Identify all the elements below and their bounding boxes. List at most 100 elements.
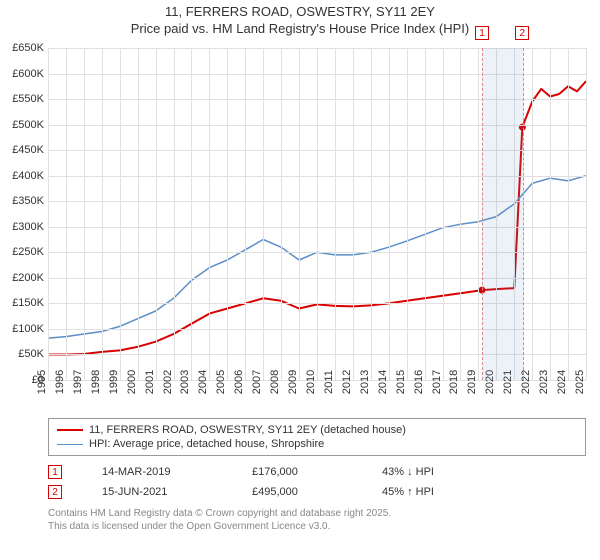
x-axis-label: 2003 — [179, 370, 191, 394]
x-axis-label: 2010 — [305, 370, 317, 394]
x-axis-label: 2000 — [125, 370, 137, 394]
x-axis-label: 2005 — [215, 370, 227, 394]
x-axis-label: 2019 — [466, 370, 478, 394]
x-axis-label: 2002 — [161, 370, 173, 394]
sale-price: £176,000 — [252, 466, 342, 478]
x-axis-label: 2001 — [143, 370, 155, 394]
x-axis-label: 2004 — [197, 370, 209, 394]
x-axis-label: 2024 — [556, 370, 568, 394]
legend: 11, FERRERS ROAD, OSWESTRY, SY11 2EY (de… — [48, 418, 586, 456]
x-axis-label: 2018 — [448, 370, 460, 394]
x-axis-label: 2013 — [359, 370, 371, 394]
x-axis-label: 2023 — [538, 370, 550, 394]
sales-table: 1 14-MAR-2019 £176,000 43% ↓ HPI 2 15-JUN-202… — [48, 462, 434, 502]
sale-row-marker: 1 — [48, 465, 62, 479]
legend-swatch — [57, 444, 83, 445]
sale-row: 1 14-MAR-2019 £176,000 43% ↓ HPI — [48, 462, 434, 482]
footer-line-2: This data is licensed under the Open Gov… — [48, 521, 330, 532]
sale-row: 2 15-JUN-2021 £495,000 45% ↑ HPI — [48, 482, 434, 502]
grid-line-x — [353, 48, 354, 380]
grid-line-x — [460, 48, 461, 380]
grid-line-x — [281, 48, 282, 380]
legend-label: HPI: Average price, detached house, Shro… — [89, 438, 324, 450]
x-axis-label: 2007 — [251, 370, 263, 394]
sale-row-marker: 2 — [48, 485, 62, 499]
x-axis-label: 2006 — [233, 370, 245, 394]
grid-line-x — [84, 48, 85, 380]
y-axis-label: £600K — [12, 68, 44, 80]
grid-line-x — [227, 48, 228, 380]
title-line-1: 11, FERRERS ROAD, OSWESTRY, SY11 2EY — [165, 4, 435, 19]
y-axis-label: £400K — [12, 170, 44, 182]
x-axis-label: 1997 — [72, 370, 84, 394]
x-axis-label: 2012 — [341, 370, 353, 394]
x-axis-label: 2015 — [394, 370, 406, 394]
grid-line-x — [568, 48, 569, 380]
sale-date: 15-JUN-2021 — [102, 486, 212, 498]
legend-item: 11, FERRERS ROAD, OSWESTRY, SY11 2EY (de… — [57, 423, 577, 437]
x-axis-label: 2011 — [323, 370, 335, 394]
grid-line-x — [102, 48, 103, 380]
sale-delta: 43% ↓ HPI — [382, 466, 434, 478]
sale-date: 14-MAR-2019 — [102, 466, 212, 478]
sale-marker-box: 1 — [475, 26, 489, 40]
x-axis-label: 2014 — [376, 370, 388, 394]
grid-line-x — [156, 48, 157, 380]
y-axis-label: £100K — [12, 323, 44, 335]
y-axis-label: £450K — [12, 144, 44, 156]
y-axis-label: £350K — [12, 195, 44, 207]
y-axis-label: £150K — [12, 297, 44, 309]
grid-line-x — [389, 48, 390, 380]
grid-line-x — [586, 48, 587, 380]
x-axis-label: 1999 — [107, 370, 119, 394]
y-axis-label: £500K — [12, 119, 44, 131]
grid-line-x — [550, 48, 551, 380]
footer-attribution: Contains HM Land Registry data © Crown c… — [48, 508, 391, 533]
grid-line-x — [317, 48, 318, 380]
figure-root: 11, FERRERS ROAD, OSWESTRY, SY11 2EY Pri… — [0, 0, 600, 560]
legend-label: 11, FERRERS ROAD, OSWESTRY, SY11 2EY (de… — [89, 424, 406, 436]
sale-marker-box: 2 — [515, 26, 529, 40]
footer-line-1: Contains HM Land Registry data © Crown c… — [48, 508, 391, 519]
x-axis-label: 2008 — [269, 370, 281, 394]
y-axis-label: £550K — [12, 93, 44, 105]
x-axis-label: 2009 — [287, 370, 299, 394]
y-axis-label: £300K — [12, 221, 44, 233]
grid-line-x — [335, 48, 336, 380]
x-axis-label: 2016 — [412, 370, 424, 394]
chart-plot-area: £0£50K£100K£150K£200K£250K£300K£350K£400… — [48, 48, 586, 380]
grid-line-x — [407, 48, 408, 380]
grid-line-x — [120, 48, 121, 380]
grid-line-x — [299, 48, 300, 380]
x-axis-label: 1998 — [90, 370, 102, 394]
grid-line-x — [532, 48, 533, 380]
grid-line-x — [209, 48, 210, 380]
x-axis-label: 1995 — [36, 370, 48, 394]
chart-title: 11, FERRERS ROAD, OSWESTRY, SY11 2EY Pri… — [0, 0, 600, 38]
legend-swatch — [57, 429, 83, 431]
grid-line-x — [245, 48, 246, 380]
grid-line-x — [443, 48, 444, 380]
x-axis-label: 2017 — [430, 370, 442, 394]
grid-line-x — [425, 48, 426, 380]
legend-item: HPI: Average price, detached house, Shro… — [57, 437, 577, 451]
grid-line-x — [191, 48, 192, 380]
grid-line-x — [66, 48, 67, 380]
y-axis-label: £50K — [18, 348, 44, 360]
grid-line-x — [478, 48, 479, 380]
sale-delta: 45% ↑ HPI — [382, 486, 434, 498]
grid-line-x — [371, 48, 372, 380]
grid-line-x — [138, 48, 139, 380]
y-axis-label: £200K — [12, 272, 44, 284]
x-axis-label: 2025 — [574, 370, 586, 394]
x-axis-label: 1996 — [54, 370, 66, 394]
grid-line-x — [263, 48, 264, 380]
grid-line-x — [48, 48, 49, 380]
y-axis-label: £650K — [12, 42, 44, 54]
grid-line-x — [174, 48, 175, 380]
sale-event-band — [482, 48, 524, 380]
y-axis-label: £250K — [12, 246, 44, 258]
sale-marker-1: 1 — [475, 26, 489, 40]
title-line-2: Price paid vs. HM Land Registry's House … — [131, 21, 469, 36]
sale-price: £495,000 — [252, 486, 342, 498]
